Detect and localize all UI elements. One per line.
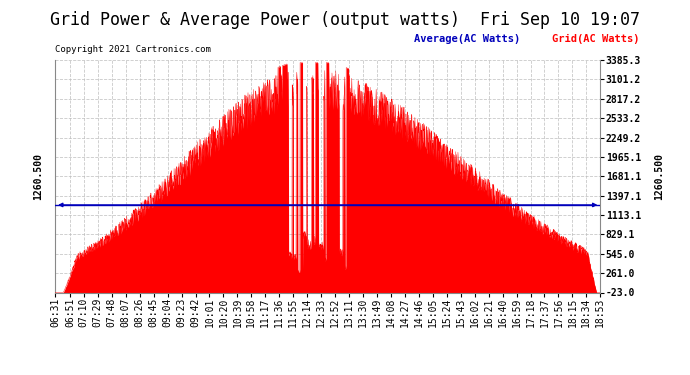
- Text: Grid(AC Watts): Grid(AC Watts): [552, 34, 640, 44]
- Text: 1260.500: 1260.500: [33, 153, 43, 200]
- Text: Copyright 2021 Cartronics.com: Copyright 2021 Cartronics.com: [55, 45, 211, 54]
- Text: Average(AC Watts): Average(AC Watts): [414, 34, 520, 44]
- Text: 1260.500: 1260.500: [654, 153, 664, 200]
- Text: Grid Power & Average Power (output watts)  Fri Sep 10 19:07: Grid Power & Average Power (output watts…: [50, 11, 640, 29]
